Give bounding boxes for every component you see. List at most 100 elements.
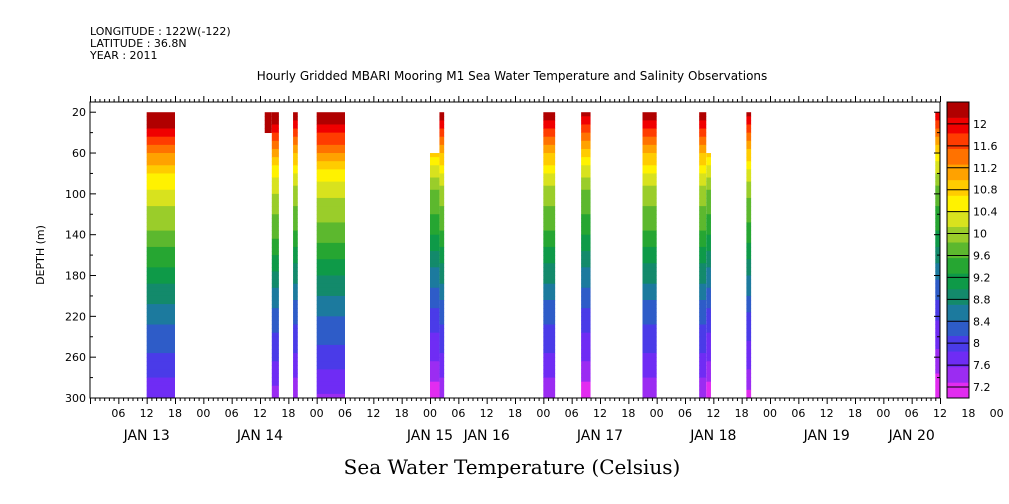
colorbar-swatch [947,351,969,368]
data-cell [706,234,711,240]
data-cell [430,304,440,309]
year-label: YEAR : 2011 [89,49,158,62]
data-cell [706,222,711,227]
data-cell [642,267,657,272]
data-segment [935,112,940,399]
data-cell [699,210,707,215]
data-cell [543,291,556,297]
data-cell [746,369,752,374]
data-cell [746,181,752,187]
data-cell [293,238,298,244]
data-cell [543,120,556,125]
data-cell [439,332,445,338]
data-cell [271,251,279,256]
data-cell [935,324,940,329]
data-cell [430,377,440,383]
data-cell [935,291,940,297]
data-cell [581,226,591,231]
data-cell [271,214,279,219]
data-cell [581,177,591,183]
data-cell [439,361,445,366]
data-cell [699,336,707,342]
data-cell [293,328,298,334]
data-cell [699,291,707,297]
x-tick-label: 12 [140,407,154,420]
data-cell [293,324,298,329]
data-cell [699,197,707,203]
data-cell [543,124,556,129]
data-cell [271,120,279,125]
data-cell [439,230,445,236]
data-cell [316,349,345,354]
data-cell [543,344,556,350]
y-tick-label: 300 [65,392,86,405]
data-cell [746,206,752,211]
data-cell [746,308,752,313]
data-cell [439,251,445,256]
data-cell [293,377,298,383]
data-cell [146,157,175,162]
data-cell [316,304,345,309]
data-cell [271,279,279,285]
data-cell [706,271,711,276]
data-cell [430,189,440,195]
data-cell [706,251,711,256]
data-cell [642,169,657,174]
data-cell [581,246,591,252]
data-cell [271,377,279,383]
data-cell [439,357,445,362]
data-cell [935,389,940,395]
data-cell [430,255,440,260]
data-cell [581,112,591,117]
data-cell [935,214,940,219]
data-cell [271,206,279,211]
data-cell [699,271,707,276]
x-tick-label: 12 [706,407,720,420]
data-cell [699,165,707,170]
colorbar-swatch [947,257,969,274]
data-cell [439,197,445,203]
data-cell [293,181,298,187]
x-tick-label: 12 [820,407,834,420]
data-cell [581,316,591,321]
data-cell [146,316,175,321]
data-cell [706,173,711,178]
data-cell [543,210,556,215]
x-tick-label: 18 [735,407,749,420]
data-cell [543,357,556,362]
data-cell [271,234,279,240]
data-cell [430,287,440,293]
data-cell [430,259,440,264]
data-cell [642,369,657,374]
data-cell [439,263,445,268]
data-cell [430,169,440,174]
data-cell [439,136,445,142]
data-cell [439,336,445,342]
data-cell [316,373,345,378]
data-cell [746,381,752,387]
data-cell [439,132,445,138]
data-cell [746,112,752,117]
data-cell [543,238,556,244]
data-cell [935,165,940,170]
data-cell [699,157,707,162]
data-cell [642,238,657,244]
data-cell [316,353,345,358]
data-cell [699,361,707,366]
data-cell [706,230,711,236]
data-cell [146,177,175,183]
data-cell [935,206,940,211]
data-cell [746,202,752,207]
data-cell [935,320,940,325]
data-cell [439,238,445,244]
data-cell [146,300,175,305]
data-cell [430,320,440,325]
data-cell [642,173,657,178]
data-cell [706,275,711,280]
data-cell [543,336,556,342]
data-cell [293,173,298,178]
x-tick-label: 06 [338,407,352,420]
data-cell [316,140,345,146]
data-cell [430,173,440,178]
data-cell [316,300,345,305]
